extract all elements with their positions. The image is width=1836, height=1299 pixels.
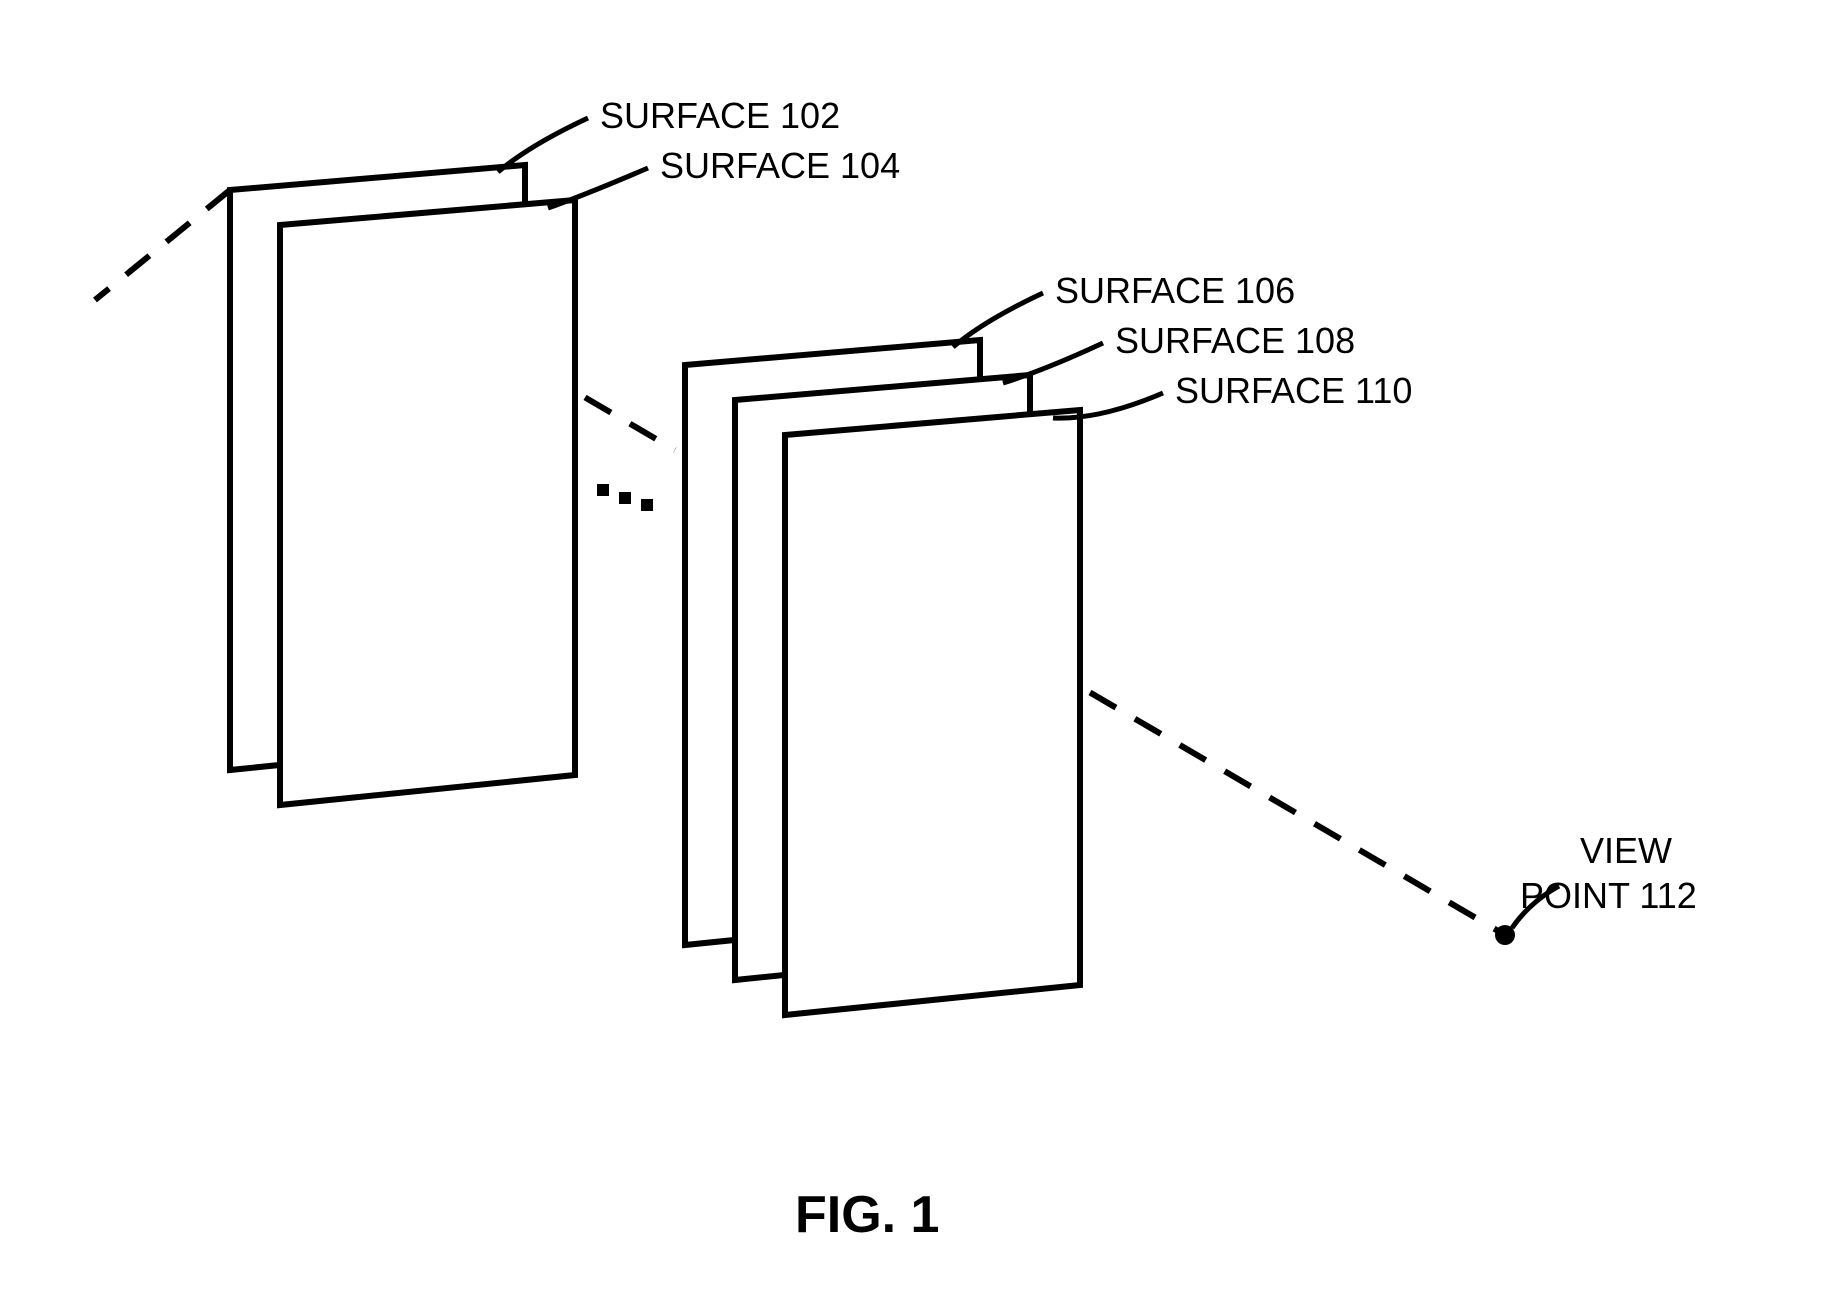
label-surface-104: SURFACE 104 bbox=[660, 145, 900, 187]
axis-x bbox=[95, 190, 230, 300]
viewpoint-dot bbox=[1495, 925, 1515, 945]
ellipsis-dot bbox=[619, 492, 631, 504]
label-surface-106: SURFACE 106 bbox=[1055, 270, 1295, 312]
diagram-canvas bbox=[0, 0, 1836, 1299]
label-viewpoint-line2: POINT 112 bbox=[1520, 875, 1697, 917]
surface-110 bbox=[785, 410, 1080, 1015]
axis-z-seg3 bbox=[1090, 693, 1505, 935]
leader-104 bbox=[548, 168, 648, 208]
label-surface-110: SURFACE 110 bbox=[1175, 370, 1412, 412]
ellipsis-dots bbox=[597, 484, 653, 511]
label-surface-102: SURFACE 102 bbox=[600, 95, 840, 137]
surface-104 bbox=[280, 200, 575, 805]
ellipsis-dot bbox=[641, 499, 653, 511]
surfaces-group bbox=[230, 165, 1080, 1015]
leader-106 bbox=[953, 293, 1043, 347]
leader-102 bbox=[498, 118, 588, 172]
label-viewpoint-line1: VIEW bbox=[1580, 830, 1672, 872]
leader-108 bbox=[1003, 343, 1103, 383]
axis-z-seg2 bbox=[585, 397, 675, 450]
ellipsis-dot bbox=[597, 484, 609, 496]
figure-title: FIG. 1 bbox=[795, 1185, 939, 1245]
label-surface-108: SURFACE 108 bbox=[1115, 320, 1355, 362]
